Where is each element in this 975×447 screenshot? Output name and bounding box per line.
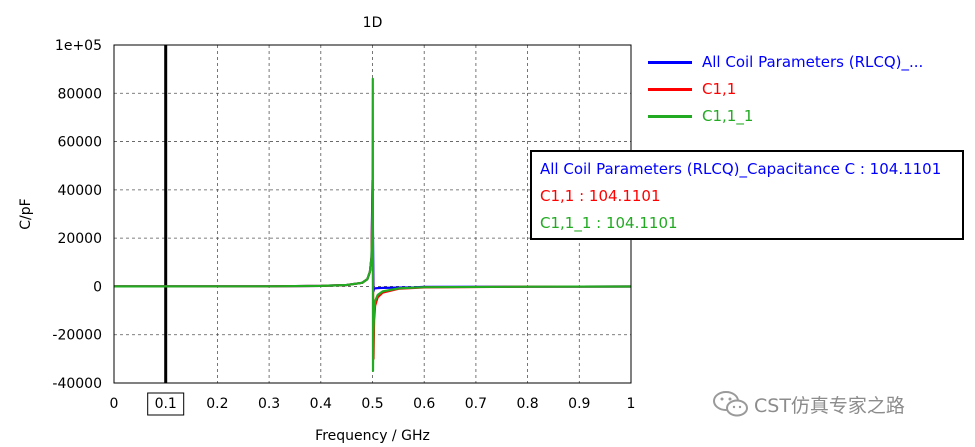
marker-label-box [147,392,185,416]
y-tick-label: 40000 [57,183,102,199]
y-tick-label: 80000 [57,86,102,102]
x-tick-label: 0.7 [465,396,487,412]
tooltip-line-c11-1: C1,1_1 : 104.1101 [540,214,678,232]
x-tick-label: 0.9 [568,396,590,412]
legend-item-c11[interactable]: C1,1 [648,77,736,101]
x-tick-label: 0.5 [361,396,383,412]
legend-swatch-blue [648,60,692,64]
x-tick-label: 0.2 [206,396,228,412]
x-tick-label: 0.6 [413,396,435,412]
legend: All Coil Parameters (RLCQ)_... C1,1 C1,1… [648,50,968,130]
chart-title: 1D [363,15,383,31]
x-tick-label: 0.1 [155,396,177,412]
legend-item-c11-1[interactable]: C1,1_1 [648,104,753,128]
frequency-marker[interactable] [147,45,185,416]
watermark-text: CST仿真专家之路 [754,394,905,417]
tooltip-line-all-coil: All Coil Parameters (RLCQ)_Capacitance C… [540,160,942,178]
y-tick-label: 0 [93,279,102,295]
x-tick-label: 1 [627,396,636,412]
y-tick-label: 60000 [57,135,102,151]
legend-label: C1,1 [702,80,737,98]
y-tick-label: -40000 [52,376,102,392]
legend-label: C1,1_1 [702,107,754,125]
y-tick-label: -20000 [52,328,102,344]
x-tick-label: 0.3 [258,396,280,412]
watermark: CST仿真专家之路 [712,386,905,422]
x-axis-label: Frequency / GHz [315,428,430,444]
y-tick-label: 20000 [57,231,102,247]
legend-swatch-red [648,87,692,91]
legend-item-all-coil[interactable]: All Coil Parameters (RLCQ)_... [648,50,923,74]
x-tick-labels: 0 0.1 0.2 0.3 0.4 0.5 0.6 0.7 0.8 0.9 1 [110,396,636,412]
series-line-2 [113,77,632,372]
series-layer [113,77,632,372]
x-tick-label: 0.8 [516,396,538,412]
y-tick-labels: 1e+05 80000 60000 40000 20000 0 -20000 -40000 [52,38,102,392]
x-tick-label: 0 [110,396,119,412]
y-tick-label: 1e+05 [55,38,102,54]
tooltip-line-c11: C1,1 : 104.1101 [540,187,661,205]
value-tooltip: All Coil Parameters (RLCQ)_Capacitance C… [530,150,964,240]
legend-label: All Coil Parameters (RLCQ)_... [702,53,924,71]
y-axis-label: C/pF [18,198,34,229]
legend-swatch-green [648,114,692,118]
x-tick-label: 0.4 [310,396,332,412]
wechat-icon [713,391,748,417]
